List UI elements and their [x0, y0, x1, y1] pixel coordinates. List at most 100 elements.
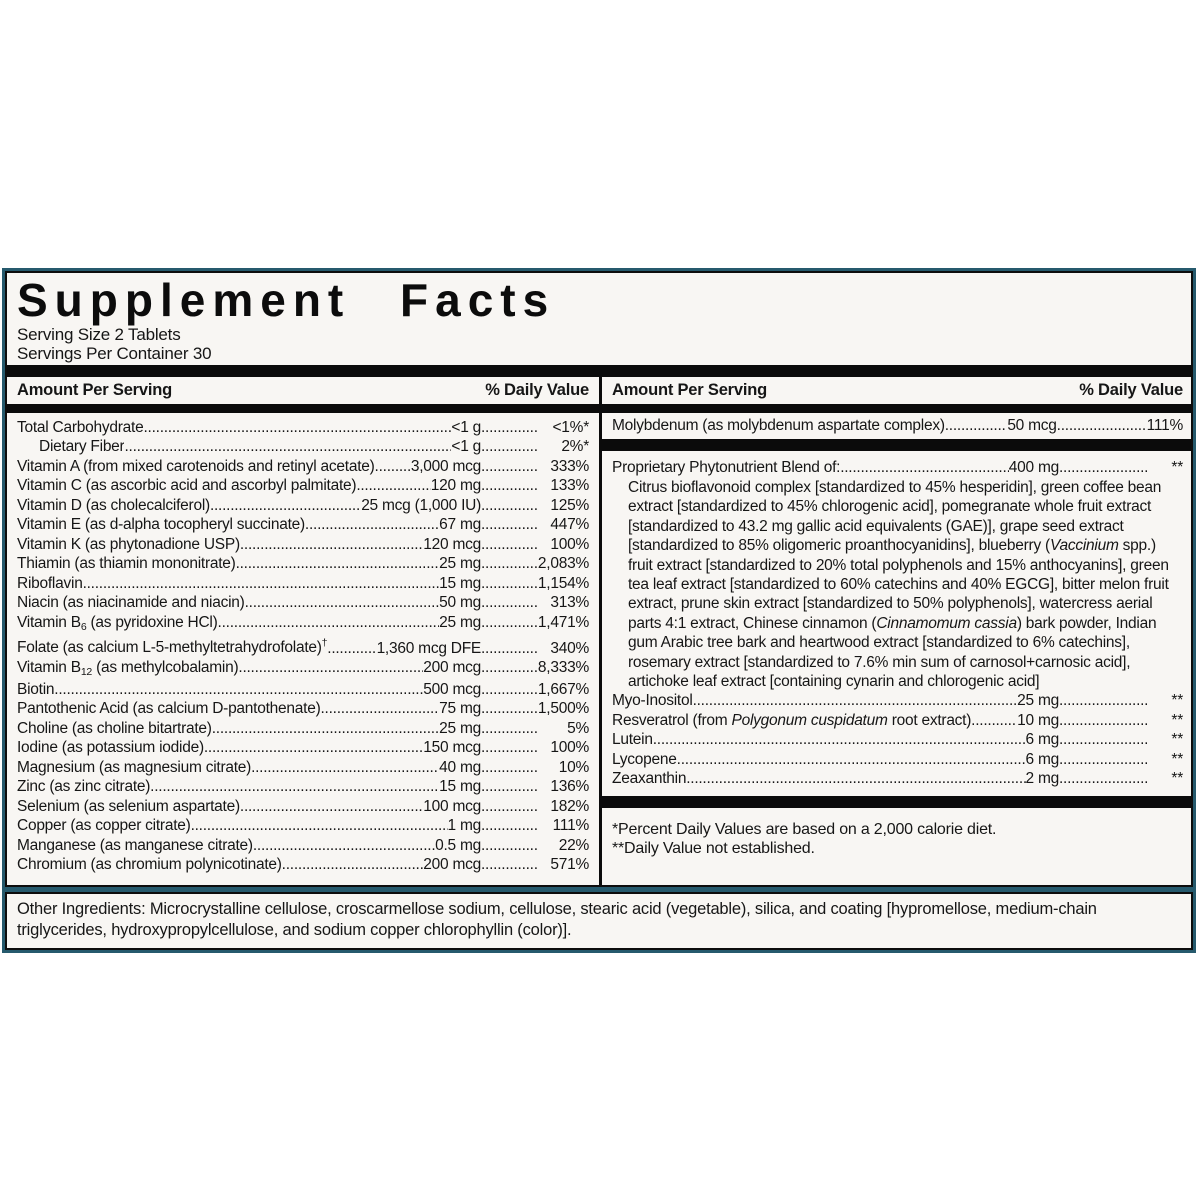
column-header-dv: % Daily Value: [1079, 380, 1183, 399]
dot-leader: ........................................…: [1056, 416, 1147, 434]
text-segment: Biotin: [17, 680, 55, 698]
left-nutrient-rows: Total Carbohydrate......................…: [17, 413, 589, 875]
section-divider-bar: [602, 439, 1191, 452]
nutrient-name: Myo-Inositol: [612, 691, 693, 711]
nutrient-row: Total Carbohydrate......................…: [17, 418, 589, 438]
nutrient-name: Chromium (as chromium polynicotinate): [17, 855, 282, 875]
dot-leader: ........................................…: [209, 496, 361, 514]
dot-leader: ........................................…: [481, 477, 537, 495]
nutrient-amount: 25 mg: [1017, 692, 1059, 710]
text-segment: Chromium (as chromium polynicotinate): [17, 856, 282, 874]
nutrient-amount: 100 mcg: [423, 797, 481, 815]
nutrient-row: Molybdenum (as molybdenum aspartate comp…: [612, 416, 1183, 436]
nutrient-row: Vitamin B6 (as pyridoxine HCl)..........…: [17, 613, 589, 635]
nutrient-row: Lycopene................................…: [612, 750, 1183, 770]
nutrient-name: Total Carbohydrate: [17, 418, 143, 438]
nutrient-daily-value: 313%: [550, 594, 589, 612]
nutrient-daily-value: **: [1171, 692, 1183, 710]
supplement-facts-panel: Supplement Facts Serving Size 2 Tablets …: [5, 271, 1193, 887]
text-segment: Myo-Inositol: [612, 692, 693, 710]
nutrient-row: Thiamin (as thiamin mononitrate)........…: [17, 554, 589, 574]
dot-leader: ........................................…: [235, 555, 440, 573]
dot-leader: ........................................…: [356, 477, 430, 495]
nutrient-amount: 2 mg: [1025, 770, 1060, 788]
nutrient-name: Dietary Fiber: [17, 437, 124, 457]
dot-leader: ........................................…: [327, 639, 376, 657]
nutrient-daily-value: 100%: [550, 739, 589, 757]
dot-leader: ........................................…: [320, 700, 439, 718]
nutrient-row: Manganese (as manganese citrate)........…: [17, 836, 589, 856]
dot-leader: ........................................…: [1059, 750, 1149, 768]
nutrient-daily-value: 111%: [552, 817, 590, 835]
nutrient-amount: 10 mg: [1017, 711, 1059, 729]
text-segment: Vitamin D (as cholecalciferol): [17, 496, 210, 514]
section-divider-bar: [7, 364, 1191, 377]
text-segment: gum Arabic tree bark and heartwood extra…: [628, 634, 1130, 652]
text-segment: Niacin (as niacinamide and niacin): [17, 594, 245, 612]
column-header-row: Amount Per Serving % Daily Value: [612, 377, 1183, 404]
nutrient-name: Thiamin (as thiamin mononitrate): [17, 554, 236, 574]
nutrient-daily-value: 1,471%: [537, 613, 589, 631]
blend-description-line: tea leaf extract [standardized to 60% ca…: [628, 575, 1183, 594]
text-segment: Zeaxanthin: [612, 770, 687, 788]
blend-description-line: [standardized to 85% oligomeric proantho…: [628, 536, 1183, 555]
nutrient-amount: 150 mcg: [423, 739, 481, 757]
dot-leader: ........................................…: [217, 613, 440, 631]
dot-leader: ........................................…: [481, 418, 537, 436]
dot-leader: ........................................…: [481, 817, 537, 835]
nutrient-name: Pantothenic Acid (as calcium D-pantothen…: [17, 699, 320, 719]
text-segment: Vitamin E (as d-alpha tocopheryl succina…: [17, 516, 305, 534]
dot-leader: ........................................…: [1059, 731, 1149, 749]
text-segment: Citrus bioflavonoid complex [standardize…: [628, 478, 1162, 496]
footnote: **Daily Value not established.: [612, 840, 815, 858]
text-segment: Pantothenic Acid (as calcium D-pantothen…: [17, 700, 321, 718]
text-segment: Choline (as choline bitartrate): [17, 719, 212, 737]
text-segment: Total Carbohydrate: [17, 418, 144, 436]
dot-leader: ........................................…: [481, 778, 537, 796]
right-nutrient-rows: Molybdenum (as molybdenum aspartate comp…: [612, 413, 1183, 436]
dot-leader: ........................................…: [124, 438, 452, 456]
column-header-amount: Amount Per Serving: [612, 380, 768, 399]
servings-per-container: Servings Per Container 30: [17, 343, 212, 363]
dot-leader: ........................................…: [840, 459, 1009, 477]
dot-leader: ........................................…: [238, 659, 424, 677]
other-ingredients-text: Other Ingredients: Microcrystalline cell…: [17, 899, 1097, 939]
nutrient-daily-value: **: [1171, 770, 1183, 788]
dot-leader: ........................................…: [481, 856, 537, 874]
nutrient-row: Choline (as choline bitartrate).........…: [17, 719, 589, 739]
text-segment: Vitamin B: [17, 659, 81, 677]
blend-description-line: extract, prune skin extract [standardize…: [628, 594, 1183, 613]
nutrient-name: Vitamin D (as cholecalciferol): [17, 496, 210, 516]
nutrient-row: Vitamin K (as phytonadione USP).........…: [17, 535, 589, 555]
dot-leader: ........................................…: [971, 711, 1018, 729]
text-segment: root extract): [887, 711, 972, 729]
text-segment: (as pyridoxine HCl): [86, 613, 218, 631]
nutrient-name: Vitamin B12 (as methylcobalamin): [17, 658, 238, 680]
nutrient-amount: 6 mg: [1025, 750, 1060, 768]
text-segment: Polygonum cuspidatum: [731, 711, 888, 729]
nutrient-amount: 0.5 mg: [435, 836, 481, 854]
nutrient-name: Lycopene: [612, 750, 677, 770]
nutrient-amount: 1,360 mcg DFE: [376, 639, 482, 657]
text-segment: tea leaf extract [standardized to 60% ca…: [628, 575, 1169, 593]
nutrient-amount: 15 mg: [439, 778, 481, 796]
nutrient-row: Iodine (as potassium iodide)............…: [17, 738, 589, 758]
nutrient-amount: 500 mcg: [423, 680, 481, 698]
dot-leader: ........................................…: [481, 639, 537, 657]
text-segment: parts 4:1 extract, Chinese cinnamon (: [628, 614, 877, 632]
dot-leader: ........................................…: [481, 438, 537, 456]
blend-description-line: Citrus bioflavonoid complex [standardize…: [628, 478, 1183, 497]
text-segment: Magnesium (as magnesium citrate): [17, 758, 252, 776]
dot-leader: ........................................…: [944, 416, 1008, 434]
dot-leader: ........................................…: [481, 659, 537, 677]
nutrient-name: Copper (as copper citrate): [17, 816, 191, 836]
dot-leader: ........................................…: [481, 758, 537, 776]
text-segment: [standardized to 85% oligomeric proantho…: [628, 537, 1050, 555]
nutrient-daily-value: 133%: [550, 477, 589, 495]
nutrient-name: Lutein: [612, 730, 653, 750]
dot-leader: ........................................…: [481, 535, 537, 553]
nutrient-daily-value: **: [1171, 711, 1183, 729]
nutrient-name: Iodine (as potassium iodide): [17, 738, 204, 758]
dot-leader: ........................................…: [481, 797, 537, 815]
column-header-dv: % Daily Value: [485, 380, 589, 399]
